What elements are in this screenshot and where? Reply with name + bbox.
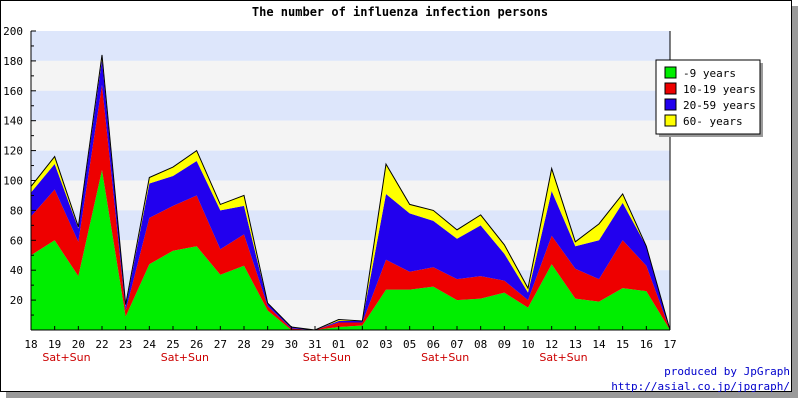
x-tick-label: 09: [498, 338, 511, 351]
weekend-label: Sat+Sun: [539, 351, 587, 364]
x-tick-label: 19: [48, 338, 61, 351]
legend-label: -9 years: [683, 67, 736, 80]
area-60-years: [31, 54, 670, 331]
x-tick-label: 10: [521, 338, 534, 351]
x-tick-label: 29: [261, 338, 274, 351]
x-tick-label: 18: [24, 338, 37, 351]
legend-swatch: [664, 82, 677, 95]
x-tick-label: 28: [237, 338, 250, 351]
x-tick-label: 31: [308, 338, 321, 351]
y-tick-label: 20: [10, 294, 23, 307]
y-tick-label: 120: [3, 145, 23, 158]
x-tick-label: 24: [143, 338, 157, 351]
legend-swatch: [664, 114, 677, 127]
weekend-label: Sat+Sun: [42, 351, 90, 364]
y-tick-label: 140: [3, 115, 23, 128]
legend-label: 60- years: [683, 115, 743, 128]
x-tick-label: 30: [285, 338, 298, 351]
y-tick-label: 40: [10, 264, 23, 277]
x-tick-label: 22: [95, 338, 108, 351]
legend-label: 10-19 years: [683, 83, 756, 96]
y-tick-label: 80: [10, 204, 23, 217]
area-series: [30, 54, 671, 331]
x-tick-label: 17: [663, 338, 676, 351]
x-tick-label: 14: [592, 338, 606, 351]
x-tick-label: 01: [332, 338, 345, 351]
legend: -9 years 10-19 years 20-59 years 60- years: [655, 59, 763, 137]
area-9-years: [31, 170, 670, 330]
y-tick-label: 160: [3, 85, 23, 98]
x-tick-labels: 18 19 20 22 23 24 25 26 27 28 29 30 31 01 02 03 05 06 07 08…: [24, 338, 676, 364]
legend-swatch: [664, 98, 677, 111]
x-tick-label: 05: [403, 338, 416, 351]
y-tick-label: 180: [3, 55, 23, 68]
background-band: [31, 120, 670, 151]
x-tick-label: 12: [545, 338, 558, 351]
background-band: [31, 210, 670, 241]
background-band: [31, 90, 670, 121]
x-tick-label: 15: [616, 338, 629, 351]
legend-label: 20-59 years: [683, 99, 756, 112]
y-tick-label: 60: [10, 234, 23, 247]
weekend-label: Sat+Sun: [303, 351, 351, 364]
background-band: [31, 60, 670, 91]
x-tick-label: 06: [427, 338, 440, 351]
credit-line-1[interactable]: produced by JpGraph: [664, 365, 790, 378]
x-tick-label: 16: [640, 338, 653, 351]
stack-outline: [30, 54, 671, 331]
credit-url-link[interactable]: http://asial.co.jp/jpgraph/: [611, 380, 790, 393]
x-tick-label: 07: [450, 338, 463, 351]
axes: [30, 30, 671, 331]
x-tick-label: 20: [72, 338, 85, 351]
x-tick-label: 26: [190, 338, 203, 351]
weekend-label: Sat+Sun: [161, 351, 209, 364]
y-tick-label: 200: [3, 25, 23, 38]
legend-swatch: [664, 66, 677, 79]
y-tick-labels: 20 40 60 80 100 120 140 160 180 200: [3, 25, 23, 307]
background-band: [31, 31, 670, 61]
x-tick-label: 08: [474, 338, 487, 351]
area-20-59-years: [31, 59, 670, 331]
background-band: [31, 150, 670, 181]
x-tick-label: 27: [214, 338, 227, 351]
y-tick-label: 100: [3, 175, 23, 188]
weekend-label: Sat+Sun: [421, 351, 469, 364]
x-tick-label: 23: [119, 338, 132, 351]
x-tick-label: 13: [569, 338, 582, 351]
x-tick-label: 25: [166, 338, 179, 351]
chart-title: The number of influenza infection person…: [252, 5, 548, 19]
x-tick-label: 02: [356, 338, 369, 351]
background-band: [31, 180, 670, 211]
x-tick-label: 03: [379, 338, 392, 351]
